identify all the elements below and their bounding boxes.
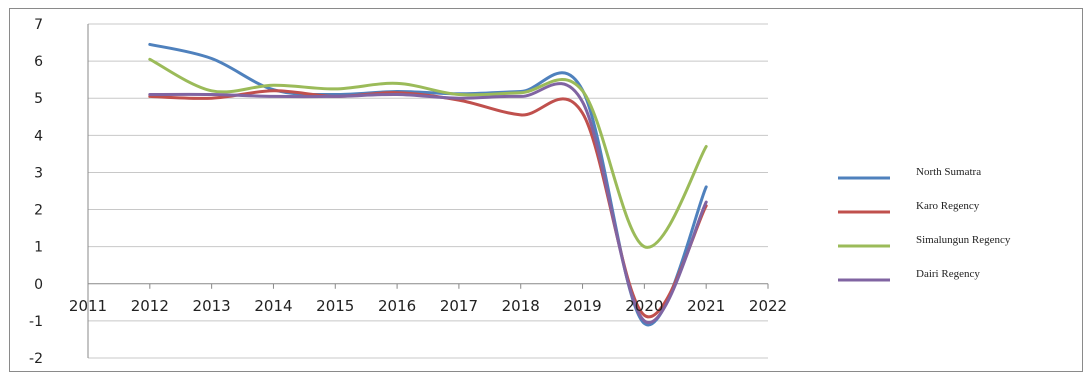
y-tick-label: 6 <box>34 54 43 70</box>
y-tick-label: 3 <box>34 165 43 181</box>
y-tick-label: 7 <box>34 17 43 33</box>
axes <box>87 24 769 358</box>
series-line-north-sumatra <box>148 42 708 327</box>
tick-labels: 7 6 5 4 3 2 1 0 -1 -2 2011 2012 2013 2014 2015 2016 2017… <box>29 17 787 367</box>
y-tick-label: 0 <box>34 277 43 293</box>
legend-label: Karo Regency <box>916 200 980 212</box>
x-tick-label: 2016 <box>378 297 416 315</box>
x-tick-label: 2018 <box>502 297 540 315</box>
x-tick-label: 2019 <box>563 297 601 315</box>
legend-label: Simalungun Regency <box>916 234 1011 246</box>
x-tick-label: 2021 <box>687 297 725 315</box>
x-tick-label: 2013 <box>193 297 231 315</box>
x-tick-label: 2015 <box>316 297 354 315</box>
gridlines <box>88 23 768 359</box>
chart-frame <box>9 8 1083 372</box>
y-tick-label: -1 <box>29 314 43 330</box>
y-tick-label: 5 <box>34 91 43 107</box>
series-lines <box>148 42 708 327</box>
y-tick-label: -2 <box>29 351 43 367</box>
legend-label: Dairi Regency <box>916 268 980 280</box>
x-tick-label: 2022 <box>749 297 787 315</box>
series-line-simalungun-regency <box>148 57 708 249</box>
y-tick-label: 1 <box>34 240 43 256</box>
y-tick-label: 2 <box>34 203 43 219</box>
legend-label: North Sumatra <box>916 166 981 178</box>
legend: North Sumatra Karo Regency Simalungun Rege… <box>838 166 1011 282</box>
x-tick-label: 2011 <box>69 297 107 315</box>
series-line-karo-regency <box>148 89 708 319</box>
x-tick-label: 2014 <box>254 297 292 315</box>
x-tick-label: 2012 <box>131 297 169 315</box>
x-tick-label: 2020 <box>625 297 663 315</box>
series-line-dairi-regency <box>148 82 708 325</box>
y-tick-label: 4 <box>34 128 43 144</box>
x-tick-label: 2017 <box>440 297 478 315</box>
